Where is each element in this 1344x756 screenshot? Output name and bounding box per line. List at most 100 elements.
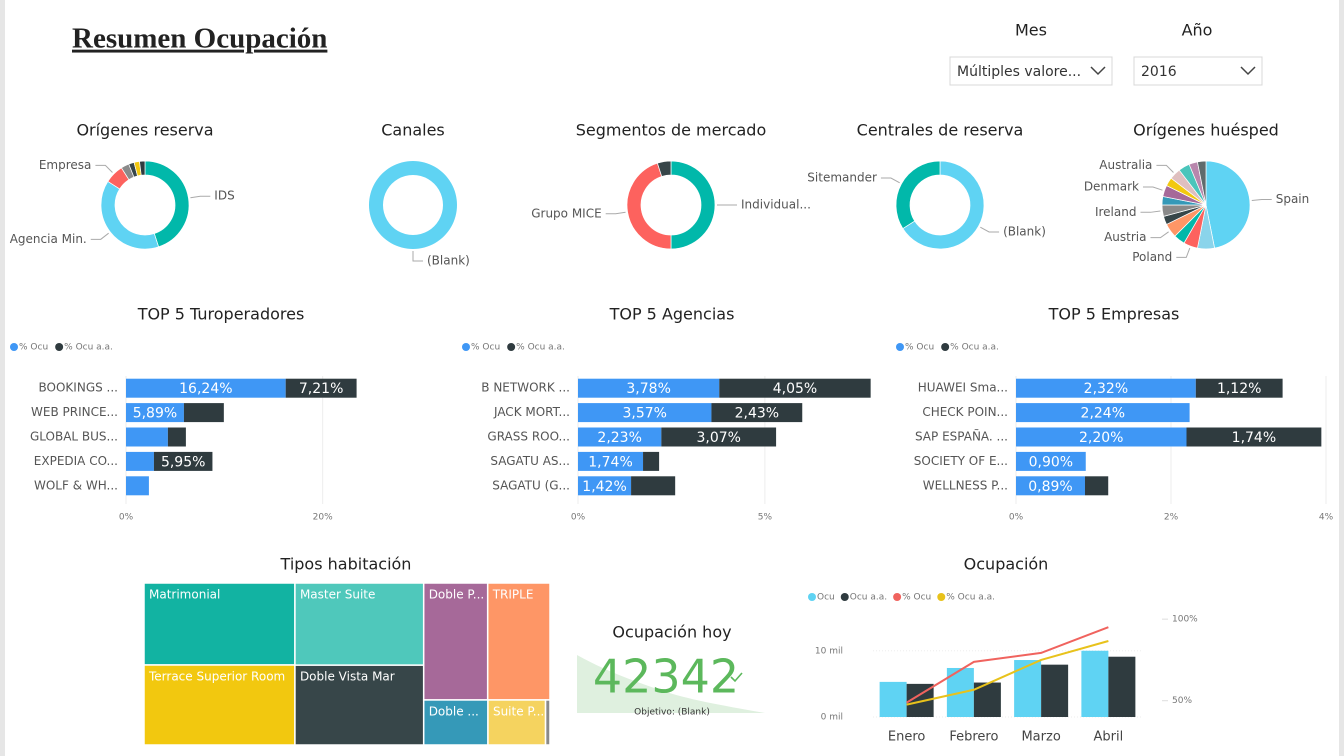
dropdown-box[interactable] xyxy=(949,56,1113,86)
y-tick-label: B NETWORK ... xyxy=(481,381,570,395)
slice-label: (Blank) xyxy=(427,254,470,268)
value-label: 1,12% xyxy=(1217,381,1261,397)
leader-line xyxy=(90,232,109,240)
legend-marker xyxy=(840,593,849,601)
kpi-check-icon xyxy=(730,672,743,683)
y-tick-label: SAGATU (G... xyxy=(492,478,570,492)
treemap-cell xyxy=(294,664,425,746)
y-tick-label: SAGATU AS... xyxy=(490,454,570,468)
value-label: 1,74% xyxy=(588,454,632,470)
filter-value[interactable]: Múltiples valore... xyxy=(957,64,1081,80)
legend-marker xyxy=(10,343,18,351)
dropdown-box[interactable] xyxy=(1133,56,1263,86)
x-tick-label: 4% xyxy=(1319,513,1334,523)
treemap-label: Doble Vista Mar xyxy=(300,670,395,684)
slice-label: Grupo MICE xyxy=(531,206,601,220)
chevron[interactable] xyxy=(1090,66,1106,76)
legend-marker xyxy=(937,593,946,601)
bar xyxy=(719,378,871,398)
legend-label: % Ocu xyxy=(905,343,934,353)
slice-label: Agencia Min. xyxy=(10,232,87,246)
bar xyxy=(879,681,907,717)
y-tick-label: WEB PRINCE... xyxy=(31,405,118,419)
value-label: 3,07% xyxy=(696,430,740,446)
bar xyxy=(578,403,712,423)
x-tick-label: 0% xyxy=(1009,513,1024,523)
legend-label: % Ocu xyxy=(471,343,500,353)
leader-line xyxy=(880,177,900,184)
bar xyxy=(631,476,676,496)
bar xyxy=(1016,403,1190,423)
slice xyxy=(902,160,985,250)
y-tick-label: CHECK POIN... xyxy=(922,405,1008,419)
chart-title: TOP 5 Agencias xyxy=(609,305,735,324)
x-tick-label: Marzo xyxy=(1021,730,1060,745)
bar xyxy=(1084,476,1109,496)
value-label: 2,23% xyxy=(597,430,641,446)
value-label: 2,20% xyxy=(1079,430,1123,446)
legend-label: % Ocu a.a. xyxy=(516,343,565,353)
legend-marker xyxy=(893,593,902,601)
legend-label: % Ocu xyxy=(902,593,931,603)
leader-line xyxy=(1142,186,1163,191)
edge xyxy=(1339,0,1344,756)
treemap-label: TRIPLE xyxy=(492,588,534,602)
slice-label: Sitemander xyxy=(807,171,877,185)
chart-title: Ocupación hoy xyxy=(612,623,731,642)
bar xyxy=(578,378,720,398)
treemap-cell xyxy=(143,664,296,746)
slice-label: Denmark xyxy=(1084,179,1139,193)
y-tick-label: SOCIETY OF E... xyxy=(914,454,1008,468)
y-tick-label: EXPEDIA CO... xyxy=(34,454,118,468)
legend-label: % Ocu a.a. xyxy=(950,343,999,353)
leader-line xyxy=(95,164,113,173)
value-label: 2,32% xyxy=(1084,381,1128,397)
bar xyxy=(126,403,184,423)
chevron[interactable] xyxy=(1240,66,1256,76)
y-tick-label: 10 mil xyxy=(815,646,843,656)
filter-label: Año xyxy=(1182,21,1213,40)
x-tick-label: Enero xyxy=(888,730,926,745)
slice-label: Spain xyxy=(1276,192,1310,206)
value-label: 1,42% xyxy=(582,479,626,495)
bar xyxy=(711,403,803,423)
treemap-label: Terrace Superior Room xyxy=(148,669,285,683)
slice xyxy=(100,180,160,250)
legend-marker xyxy=(462,343,470,351)
slice-label: Individual... xyxy=(741,198,811,212)
slice xyxy=(368,161,457,249)
value-label: 3,57% xyxy=(622,406,666,422)
treemap-cell xyxy=(294,582,425,666)
slice xyxy=(670,160,716,250)
bar xyxy=(1108,656,1136,717)
bar xyxy=(126,451,154,471)
y-tick-label: WOLF & WH... xyxy=(34,478,118,492)
filter-dropdown[interactable]: Múltiples valore... xyxy=(949,56,1113,86)
bar xyxy=(126,378,286,398)
bar xyxy=(1081,650,1109,717)
bar xyxy=(1195,378,1283,398)
y-tick-label: HUAWEI Sma... xyxy=(918,381,1008,395)
chart-title: Centrales de reserva xyxy=(857,121,1024,140)
treemap-label: Matrimonial xyxy=(149,588,220,602)
bar xyxy=(183,403,224,423)
value-label: 4,05% xyxy=(773,381,817,397)
value-label: 1,74% xyxy=(1232,430,1276,446)
x-tick-label: Abril xyxy=(1094,730,1124,745)
bar xyxy=(1041,664,1069,717)
y-tick-label: GLOBAL BUS... xyxy=(30,430,118,444)
filter-dropdown[interactable]: 2016 xyxy=(1133,56,1263,86)
bar xyxy=(153,451,213,471)
page-title: Resumen Ocupación xyxy=(72,23,327,55)
legend-marker xyxy=(941,343,950,351)
y-tick-label: 0 mil xyxy=(821,713,843,723)
chart-title: Orígenes reserva xyxy=(76,121,213,140)
filter-value[interactable]: 2016 xyxy=(1141,64,1177,80)
slice-label: Empresa xyxy=(39,158,92,172)
slice xyxy=(1197,160,1207,206)
legend-marker xyxy=(896,343,904,351)
slice-label: Ireland xyxy=(1095,205,1137,219)
treemap-cell xyxy=(143,582,296,666)
